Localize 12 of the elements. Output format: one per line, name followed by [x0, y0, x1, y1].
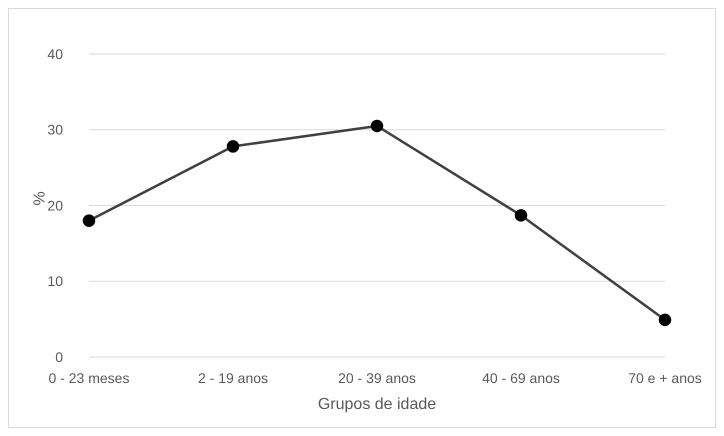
x-axis-title: Grupos de idade [318, 396, 436, 413]
y-axis-title: % [32, 191, 49, 206]
x-tick-label: 20 - 39 anos [338, 370, 416, 386]
y-tick-label: 40 [47, 46, 64, 62]
x-tick-label: 0 - 23 meses [48, 370, 130, 386]
x-tick-label: 2 - 19 anos [198, 370, 268, 386]
x-tick-label: 40 - 69 anos [482, 370, 560, 386]
y-tick-label: 10 [47, 273, 64, 290]
y-tick-label: 30 [47, 122, 64, 138]
y-tick-label: 20 [47, 197, 64, 214]
x-tick-label: 70 e + anos [628, 370, 702, 386]
y-tick-label: 0 [55, 348, 64, 365]
